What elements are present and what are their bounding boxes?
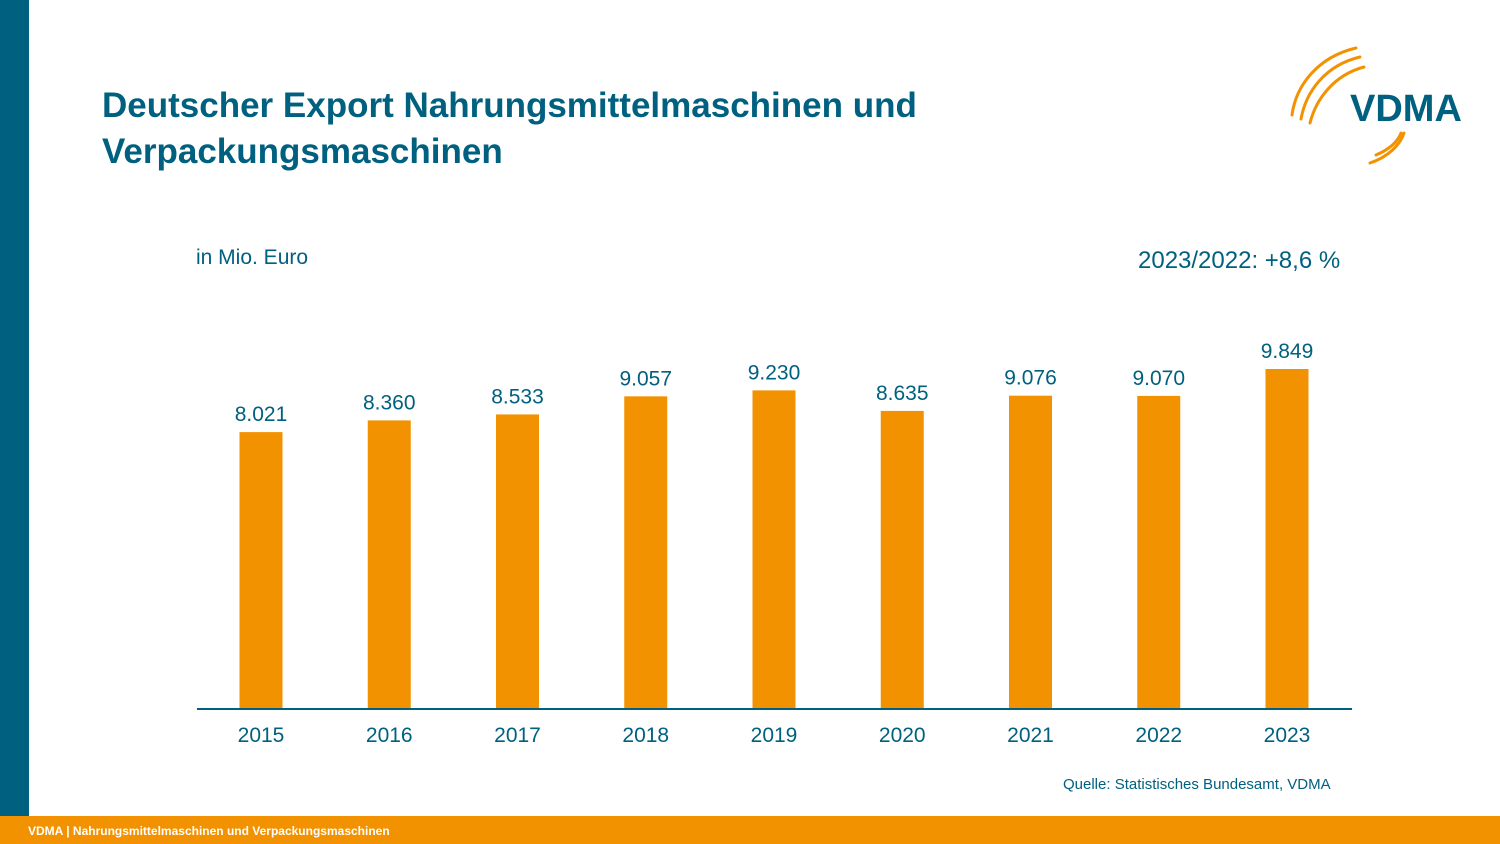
footer-text: VDMA | Nahrungsmittelmaschinen und Verpa…: [28, 824, 390, 838]
value-label-2023: 9.849: [1261, 340, 1314, 363]
bar-2019: [752, 390, 796, 709]
x-tick-2022: 2022: [1135, 724, 1182, 747]
bar-2015: [239, 432, 283, 709]
bar-2017: [496, 414, 539, 709]
title-line-1: Deutscher Export Nahrungsmittelmaschinen…: [102, 86, 917, 125]
value-label-2018: 9.057: [619, 367, 672, 390]
unit-label: in Mio. Euro: [196, 246, 309, 269]
bar-2021: [1009, 395, 1052, 709]
value-label-2020: 8.635: [876, 382, 929, 405]
bar-2016: [367, 420, 411, 709]
value-label-2016: 8.360: [363, 391, 416, 414]
x-tick-2023: 2023: [1264, 724, 1311, 747]
vdma-logo: VDMA: [1290, 46, 1462, 165]
growth-label: 2023/2022: +8,6 %: [1138, 247, 1341, 274]
value-label-2022: 9.070: [1132, 367, 1185, 390]
value-label-2015: 8.021: [235, 403, 288, 426]
x-tick-2016: 2016: [366, 724, 413, 747]
bar-2022: [1137, 395, 1181, 709]
value-label-2019: 9.230: [748, 361, 801, 384]
source-note: Quelle: Statistisches Bundesamt, VDMA: [1063, 776, 1331, 793]
x-tick-2020: 2020: [879, 724, 926, 747]
title-line-2: Verpackungsmaschinen: [102, 132, 503, 171]
x-tick-2019: 2019: [751, 724, 798, 747]
logo-swoosh-icon: [1290, 46, 1406, 165]
logo-wordmark: VDMA: [1350, 88, 1462, 130]
bar-2018: [624, 396, 668, 709]
page-title: Deutscher Export Nahrungsmittelmaschinen…: [102, 83, 1102, 175]
footer-bar: VDMA | Nahrungsmittelmaschinen und Verpa…: [0, 816, 1500, 844]
x-tick-2017: 2017: [494, 724, 541, 747]
value-label-2017: 8.533: [491, 385, 544, 408]
bar-2023: [1265, 369, 1309, 709]
x-tick-2021: 2021: [1007, 724, 1054, 747]
bar-2020: [880, 410, 924, 709]
x-tick-2015: 2015: [238, 724, 285, 747]
value-label-2021: 9.076: [1004, 367, 1057, 390]
left-accent-bar: [0, 0, 29, 816]
x-tick-2018: 2018: [622, 724, 669, 747]
